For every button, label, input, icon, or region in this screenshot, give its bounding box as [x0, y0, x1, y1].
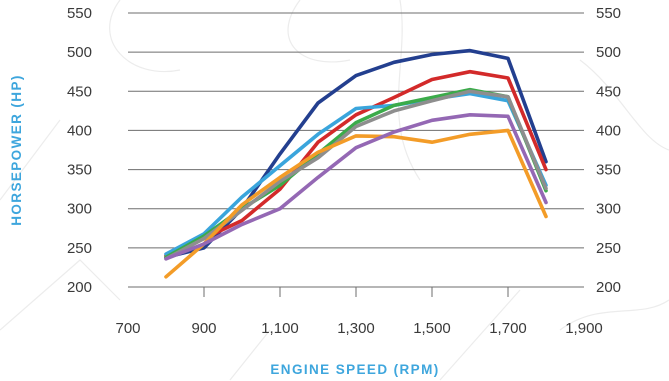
y-tick-label-right: 500: [596, 44, 621, 61]
y-tick-label-left: 450: [67, 83, 92, 100]
y-tick-label-left: 500: [67, 44, 92, 61]
x-tick-label: 1,300: [337, 320, 375, 337]
x-tick-label: 700: [115, 320, 140, 337]
y-tick-label-left: 400: [67, 122, 92, 139]
y-axis-right-labels: 200 250 300 350 400 450 500 550: [596, 5, 621, 296]
x-tick-label: 1,100: [261, 320, 299, 337]
y-axis-left-labels: 200 250 300 350 400 450 500 550: [67, 5, 92, 296]
y-tick-label-left: 300: [67, 201, 92, 218]
x-tick-label: 900: [191, 320, 216, 337]
y-tick-label-right: 350: [596, 162, 621, 179]
y-tick-label-left: 350: [67, 162, 92, 179]
y-tick-label-right: 550: [596, 5, 621, 22]
y-tick-label-right: 200: [596, 279, 621, 296]
x-tick-label: 1,900: [565, 320, 603, 337]
series-lines: [164, 48, 548, 279]
y-tick-label-right: 250: [596, 240, 621, 257]
series-line-6: [164, 128, 548, 279]
series-line-3: [164, 91, 548, 256]
y-tick-label-right: 400: [596, 122, 621, 139]
x-tick-label: 1,700: [489, 320, 527, 337]
series-line-2: [164, 69, 548, 258]
x-axis-ticks: [203, 287, 509, 297]
y-tick-label-right: 300: [596, 201, 621, 218]
y-axis-title: HORSEPOWER (HP): [9, 74, 24, 226]
x-axis-title: ENGINE SPEED (RPM): [270, 362, 439, 377]
series-line-7: [164, 113, 548, 261]
x-axis-labels: 700 900 1,100 1,300 1,500 1,700 1,900: [115, 320, 602, 337]
y-tick-label-left: 250: [67, 240, 92, 257]
x-tick-label: 1,500: [413, 320, 451, 337]
y-tick-label-left: 550: [67, 5, 92, 22]
y-tick-label-right: 450: [596, 83, 621, 100]
y-tick-label-left: 200: [67, 279, 92, 296]
